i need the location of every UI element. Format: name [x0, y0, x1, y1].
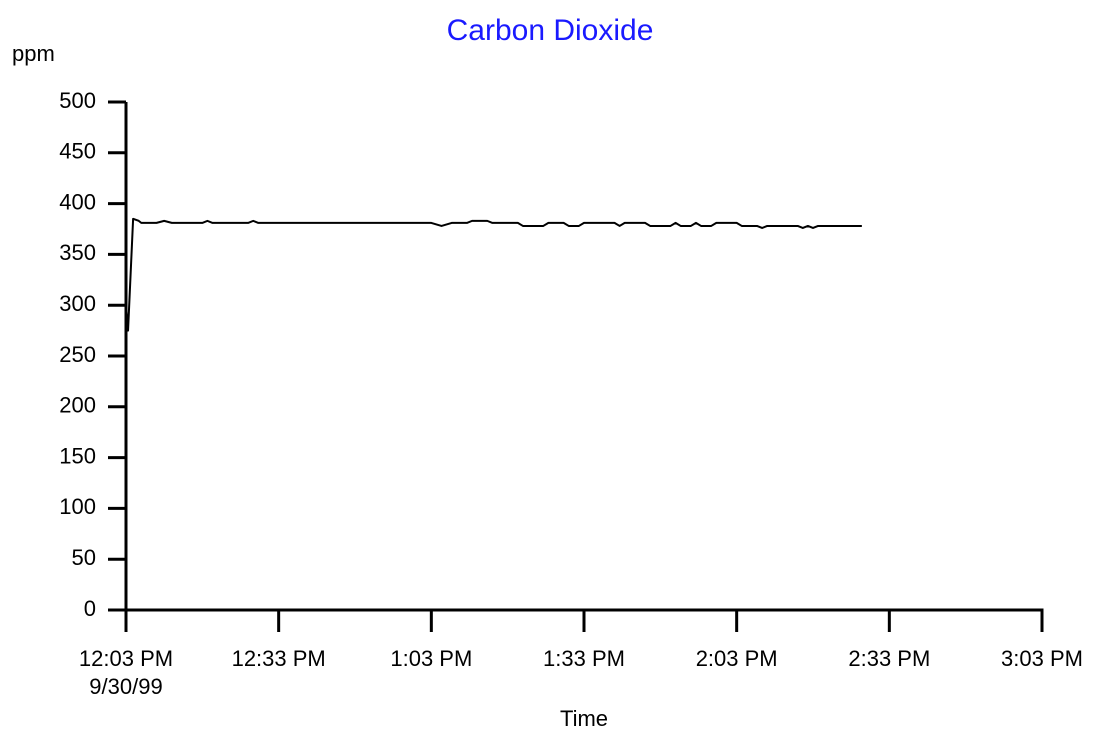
y-tick-label: 350 — [59, 240, 96, 265]
y-tick-label: 150 — [59, 443, 96, 468]
data-line — [125, 217, 862, 332]
y-tick-label: 0 — [84, 596, 96, 621]
x-tick-label: 12:03 PM — [79, 646, 173, 671]
y-tick-label: 450 — [59, 139, 96, 164]
y-tick-label: 500 — [59, 88, 96, 113]
x-tick-label: 1:33 PM — [543, 646, 625, 671]
y-tick-label: 200 — [59, 393, 96, 418]
x-axis-label: Time — [560, 706, 608, 731]
x-tick-label: 2:03 PM — [696, 646, 778, 671]
x-date-label: 9/30/99 — [89, 674, 162, 699]
y-tick-label: 300 — [59, 291, 96, 316]
y-tick-label: 250 — [59, 342, 96, 367]
x-tick-label: 12:33 PM — [232, 646, 326, 671]
x-tick-label: 2:33 PM — [848, 646, 930, 671]
x-tick-label: 3:03 PM — [1001, 646, 1083, 671]
y-tick-label: 50 — [72, 545, 96, 570]
y-tick-label: 100 — [59, 494, 96, 519]
y-tick-label: 400 — [59, 189, 96, 214]
chart-title: Carbon Dioxide — [447, 14, 654, 47]
x-tick-label: 1:03 PM — [390, 646, 472, 671]
y-axis-label: ppm — [12, 41, 55, 66]
